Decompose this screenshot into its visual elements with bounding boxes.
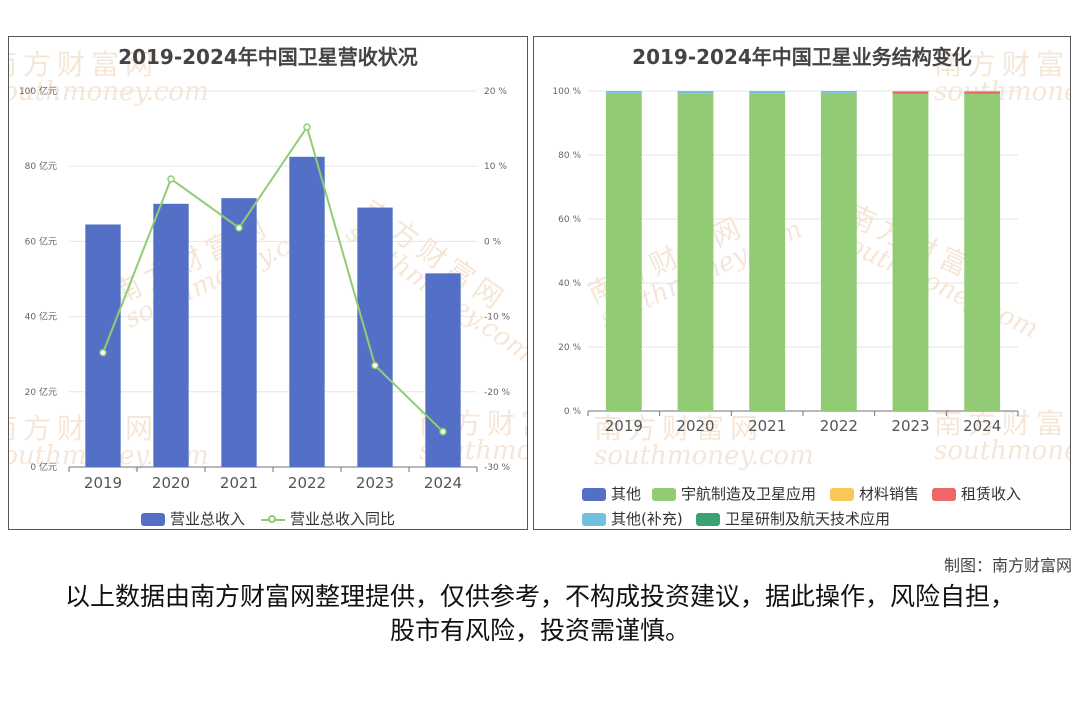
x-tick-label: 2024 [963, 417, 1001, 435]
stacked-bar-segment [892, 93, 929, 411]
legend-swatch [830, 488, 854, 501]
legend-label: 租赁收入 [961, 485, 1022, 503]
legend-label: 材料销售 [859, 485, 920, 503]
legend-swatch [582, 513, 606, 526]
legend-item-other[interactable]: 其他 [582, 483, 641, 504]
y-left-tick-label: 40 亿元 [25, 311, 57, 323]
stacked-bar-segment [749, 93, 786, 412]
legend-label: 其他(补充) [611, 510, 683, 528]
y-left-tick-label: 100 亿元 [19, 85, 57, 97]
y-left-tick-label: 80 亿元 [25, 160, 57, 172]
legend-line-marker [261, 513, 285, 526]
line-point-yoy [235, 224, 243, 232]
y-tick-label: 0 % [564, 407, 582, 417]
y-right-tick-label: 20 % [484, 87, 507, 97]
y-right-tick-label: -20 % [484, 388, 511, 398]
line-point-yoy [371, 361, 379, 370]
y-tick-label: 60 % [558, 215, 581, 225]
stacked-bar-segment [964, 91, 1001, 94]
stacked-bar-segment [892, 91, 929, 94]
stacked-bar-segment [749, 91, 786, 94]
y-right-tick-label: 0 % [484, 237, 502, 247]
bar-revenue [357, 207, 393, 467]
revenue-chart-svg: 0 亿元 20 亿元 40 亿元 60 亿元 80 亿元 100 亿元 -30 % -20 %… [19, 85, 511, 492]
x-tick-label: 2022 [288, 474, 326, 492]
y-left-tick-label: 20 亿元 [25, 386, 57, 398]
chart-title: 2019-2024年中国卫星业务结构变化 [632, 45, 972, 69]
legend-item-lease[interactable]: 租赁收入 [932, 483, 1021, 504]
legend-label: 其他 [611, 485, 642, 503]
y-right-tick-label: -30 % [484, 463, 511, 473]
stacked-bar-segment [605, 92, 642, 412]
stacked-bar-segment [820, 91, 857, 93]
x-tick-label: 2020 [152, 474, 190, 492]
legend-item-revenue[interactable]: 营业总收入 [141, 508, 245, 529]
line-point-yoy [99, 348, 107, 357]
legend-item-satellite-dev[interactable]: 卫星研制及航天技术应用 [696, 508, 890, 529]
stacked-bar-segment [677, 91, 714, 94]
y-left-tick-label: 0 亿元 [30, 461, 57, 473]
x-tick-label: 2024 [424, 474, 462, 492]
legend-swatch [932, 488, 956, 501]
bar-revenue [153, 203, 189, 468]
y-tick-label: 40 % [558, 279, 581, 289]
legend-item-yoy[interactable]: 营业总收入同比 [261, 508, 395, 529]
stacked-bar-segment [820, 92, 857, 412]
bar-revenue [221, 198, 257, 467]
legend-item-aerospace[interactable]: 宇航制造及卫星应用 [652, 483, 816, 504]
bar-revenue [85, 224, 121, 467]
y-right-tick-label: 10 % [484, 162, 507, 172]
y-left-tick-label: 60 亿元 [25, 235, 57, 247]
y-tick-label: 20 % [558, 343, 581, 353]
chart-title: 2019-2024年中国卫星营收状况 [118, 45, 418, 69]
stacked-bar-segment [892, 91, 929, 92]
business-structure-chart-svg: 0 % 20 % 40 % 60 % 80 % 100 % 2019 2020 2021 2022… [552, 87, 1019, 435]
line-point-yoy [167, 175, 175, 183]
line-point-yoy [439, 427, 447, 436]
legend-item-other-supplement[interactable]: 其他(补充) [582, 508, 683, 529]
bar-revenue [289, 156, 325, 468]
x-tick-label: 2023 [356, 474, 394, 492]
line-point-yoy [303, 123, 311, 131]
legend-label: 营业总收入同比 [290, 510, 396, 528]
bar-revenue [425, 273, 461, 467]
stacked-bar-segment [677, 93, 714, 412]
y-tick-label: 80 % [558, 151, 581, 161]
x-tick-label: 2019 [605, 417, 643, 435]
x-tick-label: 2023 [891, 417, 929, 435]
stacked-bar-segment [964, 91, 1001, 92]
chart-credit: 制图：南方财富网 [943, 556, 1072, 575]
legend-label: 营业总收入 [170, 510, 246, 528]
x-tick-label: 2022 [820, 417, 858, 435]
legend-swatch [582, 488, 606, 501]
disclaimer-text: 以上数据由南方财富网整理提供，仅供参考，不构成投资建议，据此操作，风险自担，股市… [64, 582, 1015, 645]
stacked-bar-segment [605, 91, 642, 93]
x-tick-label: 2020 [676, 417, 714, 435]
x-tick-label: 2021 [748, 417, 786, 435]
legend-item-materials[interactable]: 材料销售 [830, 483, 919, 504]
legend-swatch [141, 513, 165, 526]
stacked-bar-segment [964, 93, 1001, 411]
legend-label: 卫星研制及航天技术应用 [725, 510, 891, 528]
legend-swatch [652, 488, 676, 501]
x-tick-label: 2021 [220, 474, 258, 492]
legend-swatch [696, 513, 720, 526]
y-right-tick-label: -10 % [484, 313, 511, 323]
legend-label: 宇航制造及卫星应用 [681, 485, 817, 503]
y-tick-label: 100 % [552, 87, 581, 97]
x-tick-label: 2019 [84, 474, 122, 492]
line-yoy [102, 124, 444, 433]
